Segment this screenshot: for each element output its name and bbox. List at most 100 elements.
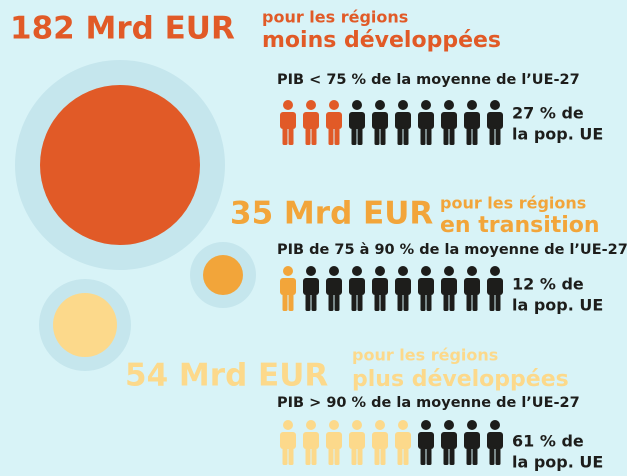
leg [311,446,317,465]
leg [288,446,294,465]
head [398,266,408,276]
leg [374,446,380,465]
person-icon [395,266,411,311]
leg [334,292,340,311]
torso [418,432,434,449]
head [490,420,500,430]
share-bottom: la pop. UE [512,125,603,144]
leg [328,292,334,311]
torso [395,112,411,129]
person-icon [372,420,388,465]
leg [374,292,380,311]
leg [466,126,472,145]
head [306,420,316,430]
label-bottom: en transition [440,213,600,238]
leg [380,292,386,311]
leg [489,292,495,311]
label-top: pour les régions [440,194,586,213]
head [375,100,385,110]
leg [334,446,340,465]
person-icon [418,266,434,311]
leg [397,126,403,145]
leg [282,446,288,465]
torso [349,112,365,129]
torso [326,278,342,295]
leg [328,126,334,145]
criterion: PIB > 90 % de la moyenne de l’UE-27 [277,395,580,411]
person-icon [303,420,319,465]
share-top: 27 % de [512,104,584,123]
person-icon [280,266,296,311]
criterion: PIB < 75 % de la moyenne de l’UE-27 [277,72,580,88]
leg [397,446,403,465]
torso [280,432,296,449]
leg [351,126,357,145]
head [283,266,293,276]
head [467,100,477,110]
torso [326,432,342,449]
leg [288,292,294,311]
head [306,100,316,110]
person-icon [487,266,503,311]
head [375,266,385,276]
torso [303,278,319,295]
leg [380,446,386,465]
head [398,420,408,430]
torso [418,278,434,295]
leg [380,126,386,145]
leg [334,126,340,145]
head [375,420,385,430]
head [398,100,408,110]
torso [372,112,388,129]
person-icon [441,100,457,145]
leg [288,126,294,145]
head [490,100,500,110]
amount: 182 Mrd EUR [10,11,235,47]
leg [282,126,288,145]
amount: 35 Mrd EUR [230,196,433,232]
torso [349,432,365,449]
leg [466,292,472,311]
share-bottom: la pop. UE [512,453,603,472]
leg [420,292,426,311]
head [444,420,454,430]
head [329,266,339,276]
person-icon [303,100,319,145]
head [444,266,454,276]
head [329,420,339,430]
leg [495,292,501,311]
amount: 54 Mrd EUR [125,358,328,394]
person-icon [395,420,411,465]
leg [357,126,363,145]
torso [464,278,480,295]
person-icon [280,100,296,145]
leg [495,446,501,465]
torso [280,112,296,129]
torso [464,432,480,449]
leg [420,446,426,465]
torso [326,112,342,129]
share-top: 61 % de [512,432,584,451]
person-icon [418,420,434,465]
circle [203,255,243,295]
head [283,100,293,110]
torso [464,112,480,129]
leg [374,126,380,145]
person-icon [441,266,457,311]
head [352,100,362,110]
leg [403,446,409,465]
torso [487,432,503,449]
label-top: pour les régions [262,8,408,27]
leg [311,292,317,311]
head [352,266,362,276]
leg [357,446,363,465]
torso [441,112,457,129]
leg [403,292,409,311]
person-icon [349,266,365,311]
leg [489,126,495,145]
leg [351,446,357,465]
leg [495,126,501,145]
torso [441,432,457,449]
leg [472,446,478,465]
